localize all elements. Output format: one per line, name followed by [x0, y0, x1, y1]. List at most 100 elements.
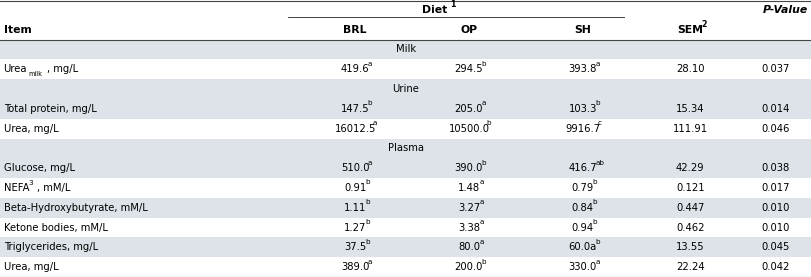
- Text: 0.038: 0.038: [761, 163, 788, 173]
- Text: b: b: [481, 61, 486, 67]
- Text: 419.6: 419.6: [341, 64, 369, 74]
- Text: 0.121: 0.121: [675, 183, 704, 193]
- Text: a: a: [367, 160, 371, 166]
- Text: b: b: [365, 179, 370, 185]
- Bar: [0, 237, 811, 257]
- Text: 0.010: 0.010: [761, 203, 788, 213]
- Text: , mg/L: , mg/L: [46, 64, 78, 74]
- Text: Plasma: Plasma: [388, 143, 423, 153]
- Text: ab: ab: [594, 160, 603, 166]
- Text: 0.91: 0.91: [344, 183, 366, 193]
- Text: NEFA: NEFA: [3, 183, 29, 193]
- Text: Urea, mg/L: Urea, mg/L: [3, 262, 58, 272]
- Text: BRL: BRL: [343, 25, 367, 35]
- Text: 28.10: 28.10: [675, 64, 704, 74]
- Text: 22.24: 22.24: [675, 262, 704, 272]
- Text: Item: Item: [3, 25, 32, 35]
- Text: a: a: [478, 179, 483, 185]
- Text: b: b: [481, 258, 486, 265]
- Text: b: b: [594, 100, 599, 106]
- Text: 0.017: 0.017: [760, 183, 789, 193]
- Text: P-Value: P-Value: [762, 5, 807, 15]
- Text: 10500.0: 10500.0: [448, 124, 489, 134]
- Text: 37.5: 37.5: [344, 242, 366, 252]
- Text: Triglycerides, mg/L: Triglycerides, mg/L: [3, 242, 97, 252]
- Text: b: b: [481, 160, 486, 166]
- Text: 330.0: 330.0: [568, 262, 596, 272]
- Text: SEM: SEM: [676, 25, 702, 35]
- Text: b: b: [592, 199, 597, 205]
- Text: 1.48: 1.48: [457, 183, 479, 193]
- Text: milk: milk: [28, 71, 42, 77]
- Text: 0.79: 0.79: [571, 183, 593, 193]
- Text: 0.014: 0.014: [761, 104, 788, 114]
- Text: 3: 3: [28, 180, 33, 186]
- Text: 0.94: 0.94: [571, 222, 593, 232]
- Text: a: a: [478, 199, 483, 205]
- Text: 389.0: 389.0: [341, 262, 369, 272]
- Text: a: a: [478, 219, 483, 225]
- Text: 294.5: 294.5: [454, 64, 483, 74]
- Text: 16012.5: 16012.5: [334, 124, 375, 134]
- Text: 0.046: 0.046: [761, 124, 788, 134]
- Text: Urine: Urine: [392, 84, 419, 94]
- Text: Diet: Diet: [422, 5, 447, 15]
- Text: a: a: [367, 258, 371, 265]
- Text: 103.3: 103.3: [568, 104, 596, 114]
- Text: 1: 1: [450, 0, 455, 9]
- Text: 3.27: 3.27: [457, 203, 479, 213]
- Text: Urea, mg/L: Urea, mg/L: [3, 124, 58, 134]
- Text: 0.447: 0.447: [676, 203, 703, 213]
- Text: c: c: [597, 120, 601, 126]
- Text: a: a: [367, 61, 371, 67]
- Bar: [0, 40, 811, 59]
- Text: a: a: [594, 61, 599, 67]
- Text: 2: 2: [701, 20, 706, 29]
- Text: 390.0: 390.0: [454, 163, 483, 173]
- Text: 0.042: 0.042: [761, 262, 788, 272]
- Text: b: b: [594, 239, 599, 245]
- Bar: [0, 99, 811, 119]
- Bar: [0, 198, 811, 218]
- Text: SH: SH: [573, 25, 590, 35]
- Text: 1.11: 1.11: [344, 203, 366, 213]
- Text: 3.38: 3.38: [457, 222, 479, 232]
- Text: 393.8: 393.8: [568, 64, 596, 74]
- Text: a: a: [594, 258, 599, 265]
- Bar: [0, 138, 811, 158]
- Bar: [0, 158, 811, 178]
- Text: 205.0: 205.0: [454, 104, 483, 114]
- Text: b: b: [365, 219, 370, 225]
- Text: b: b: [486, 120, 490, 126]
- Text: 111.91: 111.91: [672, 124, 707, 134]
- Text: 0.462: 0.462: [675, 222, 704, 232]
- Text: 510.0: 510.0: [341, 163, 369, 173]
- Text: 0.84: 0.84: [571, 203, 593, 213]
- Text: 1.27: 1.27: [344, 222, 366, 232]
- Text: 0.045: 0.045: [761, 242, 788, 252]
- Text: b: b: [592, 219, 597, 225]
- Text: Glucose, mg/L: Glucose, mg/L: [3, 163, 75, 173]
- Text: b: b: [365, 199, 370, 205]
- Text: b: b: [592, 179, 597, 185]
- Text: 13.55: 13.55: [675, 242, 704, 252]
- Text: b: b: [365, 239, 370, 245]
- Text: 15.34: 15.34: [675, 104, 704, 114]
- Text: a: a: [478, 239, 483, 245]
- Text: Urea: Urea: [3, 64, 27, 74]
- Text: a: a: [372, 120, 376, 126]
- Text: Ketone bodies, mM/L: Ketone bodies, mM/L: [3, 222, 107, 232]
- Text: b: b: [367, 100, 372, 106]
- Text: 42.29: 42.29: [675, 163, 704, 173]
- Text: Total protein, mg/L: Total protein, mg/L: [3, 104, 97, 114]
- Text: , mM/L: , mM/L: [36, 183, 70, 193]
- Text: 147.5: 147.5: [341, 104, 369, 114]
- Text: Milk: Milk: [396, 45, 415, 55]
- Text: 60.0a: 60.0a: [568, 242, 596, 252]
- Text: 9916.7: 9916.7: [564, 124, 599, 134]
- Text: 416.7: 416.7: [568, 163, 596, 173]
- Text: OP: OP: [460, 25, 477, 35]
- Text: 0.010: 0.010: [761, 222, 788, 232]
- Text: 0.037: 0.037: [761, 64, 788, 74]
- Text: a: a: [481, 100, 485, 106]
